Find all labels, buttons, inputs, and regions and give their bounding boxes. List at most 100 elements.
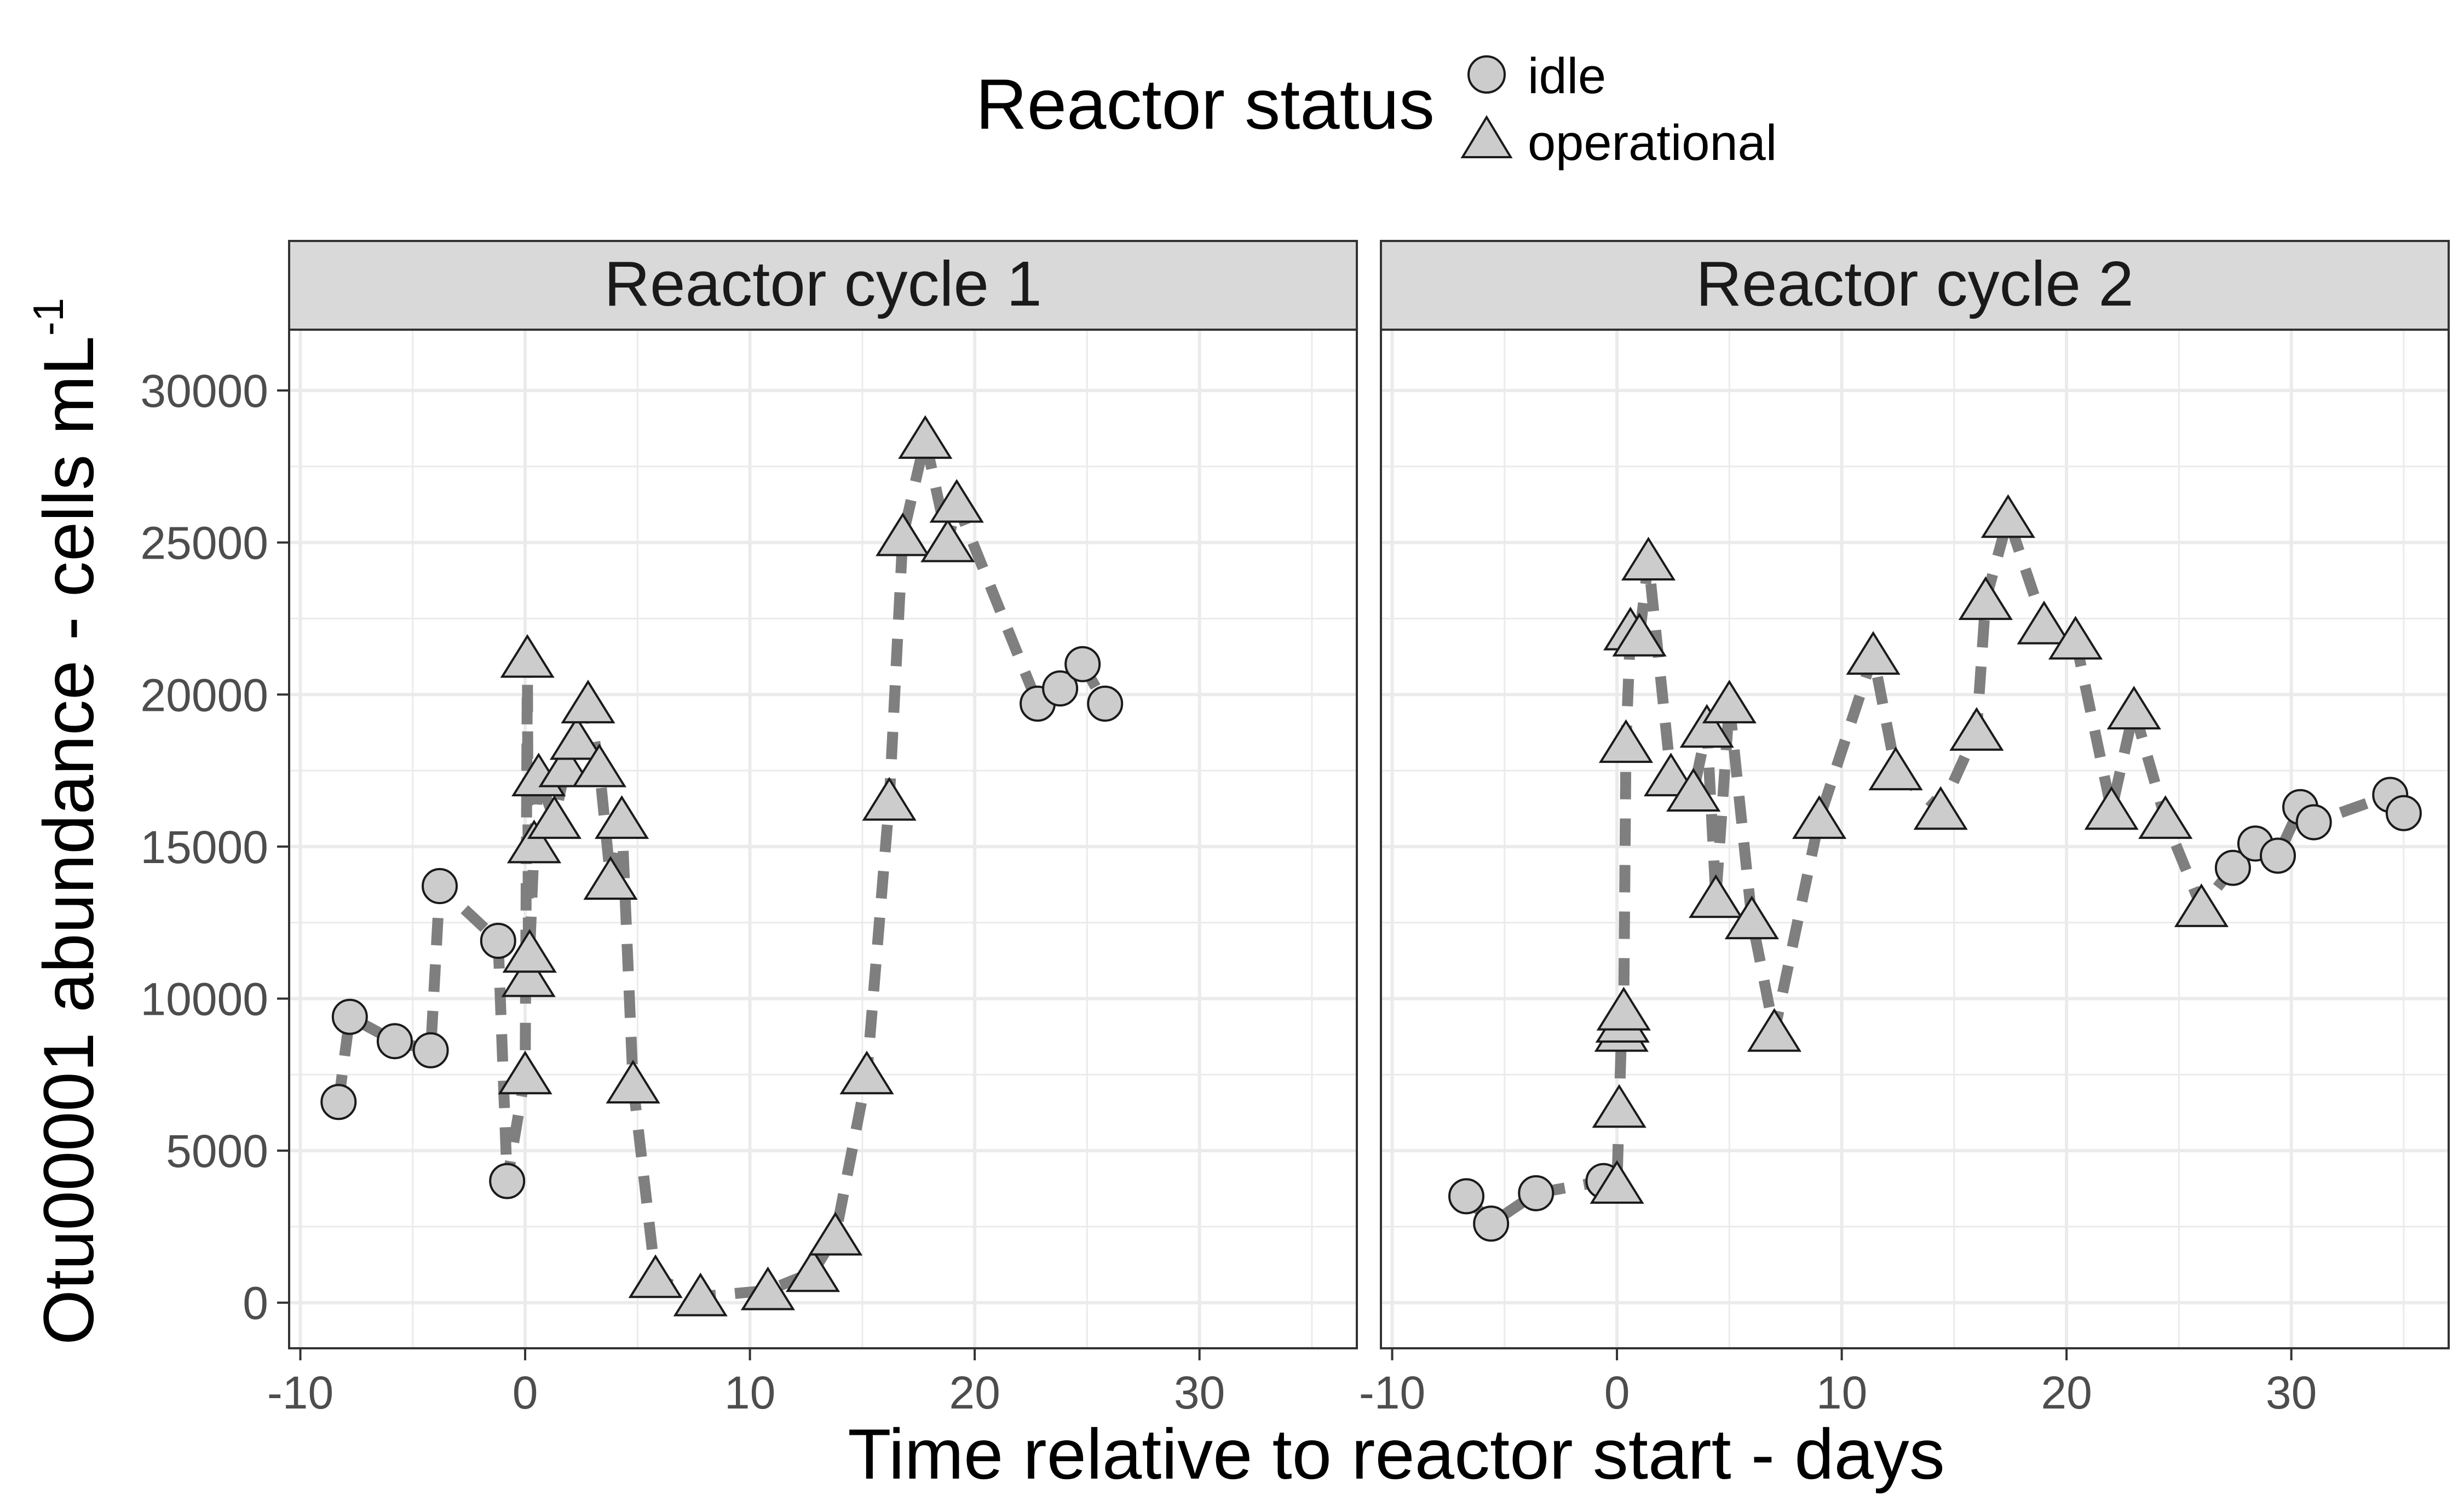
data-point-operational (1949, 707, 2004, 751)
data-point-idle (1473, 1205, 1510, 1242)
data-point-idle (480, 923, 516, 959)
y-tick-label: 0 (243, 1278, 268, 1329)
legend-title: Reactor status (976, 64, 1435, 144)
data-point-operational (583, 856, 638, 900)
y-tick-label: 30000 (140, 365, 268, 417)
data-point-operational (1702, 680, 1757, 723)
data-point-idle (1042, 670, 1079, 707)
data-point-operational (1592, 1084, 1646, 1128)
data-point-operational (2106, 686, 2161, 730)
facet-strip (1380, 240, 2450, 331)
data-point-idle (422, 868, 458, 905)
data-point-operational (1596, 986, 1651, 1031)
data-point-operational (2174, 883, 2229, 927)
data-point-idle (331, 998, 368, 1035)
x-tick-label: 20 (949, 1367, 1000, 1418)
x-tick-label: 10 (724, 1367, 775, 1418)
data-point-operational (498, 1050, 552, 1095)
panel-background (289, 330, 1357, 1348)
y-tick-label: 25000 (140, 518, 268, 569)
data-point-operational (1679, 704, 1734, 748)
panel-reactor-cycle-2: Reactor cycle 2 -10 0 10 20 30 (1359, 240, 2450, 1418)
y-axis-label-superscript: -1 (24, 298, 72, 336)
facet-title: Reactor cycle 1 (604, 248, 1041, 319)
data-point-operational (1981, 494, 2035, 538)
x-tick-label: -10 (267, 1367, 333, 1418)
data-point-operational (1590, 1160, 1644, 1204)
legend-key-operational-triangle (1460, 115, 1513, 158)
svg-text:Otu00001 abundance - cells mL-: Otu00001 abundance - cells mL-1 (24, 298, 108, 1345)
data-point-operational (1689, 874, 1743, 918)
x-tick-label: 10 (1816, 1367, 1867, 1418)
data-point-operational (2084, 786, 2139, 830)
data-point-operational (1724, 895, 1779, 940)
data-point-operational (1747, 1008, 1802, 1052)
legend: Reactor status idle operational (976, 48, 1777, 171)
data-point-operational (606, 1060, 660, 1103)
x-tick-label: 0 (1604, 1367, 1630, 1418)
data-point-idle (1087, 685, 1124, 722)
data-point-operational (673, 1272, 728, 1317)
y-tick-label: 10000 (140, 973, 268, 1025)
y-axis-label-main: Otu00001 abundance - cells mL (28, 336, 108, 1345)
x-tick-label: 30 (1174, 1367, 1225, 1418)
data-point-idle (1064, 646, 1101, 682)
data-point-operational (500, 634, 555, 678)
facet-strip (288, 240, 1358, 331)
data-point-operational (1621, 537, 1676, 580)
data-point-idle (412, 1032, 449, 1068)
data-point-operational (1666, 768, 1721, 812)
data-point-operational (1846, 631, 1901, 675)
data-point-operational (808, 1211, 863, 1256)
data-point-operational (572, 743, 627, 788)
data-point-operational (501, 953, 556, 997)
data-point-idle (1448, 1178, 1484, 1215)
data-point-operational (594, 795, 649, 839)
data-point-operational (898, 415, 953, 459)
data-point-idle (376, 1023, 413, 1060)
y-axis-label: Otu00001 abundance - cells mL-1 (24, 298, 108, 1345)
y-tick-label: 5000 (166, 1125, 268, 1177)
data-point-operational (2138, 795, 2193, 839)
y-tick-label: 20000 (140, 669, 268, 721)
facet-title: Reactor cycle 2 (1696, 248, 2133, 319)
x-tick-label: 30 (2266, 1367, 2317, 1418)
data-point-operational (561, 680, 615, 723)
legend-label-operational: operational (1528, 115, 1777, 171)
data-point-idle (1518, 1175, 1555, 1211)
data-point-operational (538, 743, 593, 788)
data-point-operational (527, 795, 582, 839)
data-point-operational (2048, 616, 2103, 660)
data-point-operational (1913, 786, 1968, 830)
data-point-operational (929, 479, 984, 523)
data-point-operational (506, 819, 562, 864)
data-point-operational (785, 1248, 840, 1292)
legend-label-idle: idle (1528, 48, 1606, 104)
data-point-operational (1612, 612, 1667, 657)
data-point-operational (1792, 795, 1847, 839)
legend-key-idle-circle (1467, 55, 1506, 94)
data-point-idle (489, 1163, 526, 1199)
data-point-operational (628, 1254, 683, 1298)
data-point-idle (2214, 849, 2251, 886)
data-point-operational (1598, 719, 1654, 763)
x-tick-label: 20 (2041, 1367, 2092, 1418)
data-point-operational (740, 1266, 796, 1310)
panel-reactor-cycle-1: Reactor cycle 1 -10 0 10 20 30 0 5000 10000 15000… (140, 240, 1358, 1418)
data-point-idle (320, 1084, 357, 1120)
x-tick-label: -10 (1359, 1367, 1425, 1418)
data-point-idle (2385, 795, 2422, 831)
data-point-idle (2295, 804, 2332, 841)
data-point-operational (862, 777, 917, 821)
data-point-operational (549, 716, 605, 760)
data-point-operational (876, 512, 930, 556)
y-tick-label: 15000 (140, 821, 268, 873)
data-point-operational (839, 1050, 894, 1095)
data-point-operational (2017, 600, 2071, 645)
x-axis-label: Time relative to reactor start - days (848, 1414, 1945, 1494)
data-point-operational (920, 518, 975, 562)
data-point-operational (502, 929, 557, 973)
data-point-operational (1958, 576, 2013, 620)
data-point-operational (1868, 746, 1923, 791)
